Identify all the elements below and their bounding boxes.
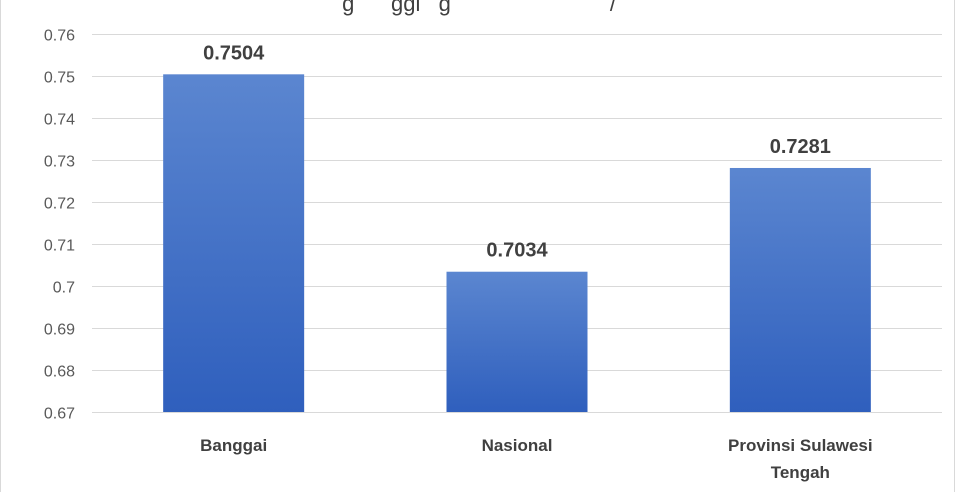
y-tick-label: 0.75: [44, 70, 75, 87]
bar-banggai: [163, 74, 305, 412]
data-label: 0.7034: [486, 240, 548, 262]
category-label: Tengah: [771, 463, 830, 482]
category-label: Banggai: [200, 436, 267, 455]
y-axis-ticks: 0.67 0.68 0.69 0.7 0.71 0.72 0.73 0.74 0.75 0.76: [44, 28, 75, 423]
bar-nasional: [446, 271, 588, 412]
y-tick-label: 0.69: [44, 322, 75, 339]
bar-provinsi-sulawesi-tengah: [729, 167, 871, 412]
bars: [163, 74, 871, 412]
y-tick-label: 0.71: [44, 238, 75, 255]
data-label: 0.7281: [770, 136, 831, 158]
x-axis-categories: Banggai Nasional Provinsi Sulawesi Tengah: [200, 436, 872, 482]
category-label: Provinsi Sulawesi: [728, 436, 873, 455]
y-tick-label: 0.7: [53, 280, 75, 297]
y-tick-label: 0.72: [44, 196, 75, 213]
y-tick-label: 0.74: [44, 112, 75, 129]
data-label: 0.7504: [203, 42, 265, 64]
chart-title: g ggi g /: [342, 0, 617, 16]
y-tick-label: 0.73: [44, 154, 75, 171]
y-tick-label: 0.67: [44, 406, 75, 423]
y-tick-label: 0.76: [44, 28, 75, 45]
category-label: Nasional: [482, 436, 553, 455]
y-tick-label: 0.68: [44, 364, 75, 381]
data-labels: 0.7504 0.7034 0.7281: [203, 42, 831, 261]
